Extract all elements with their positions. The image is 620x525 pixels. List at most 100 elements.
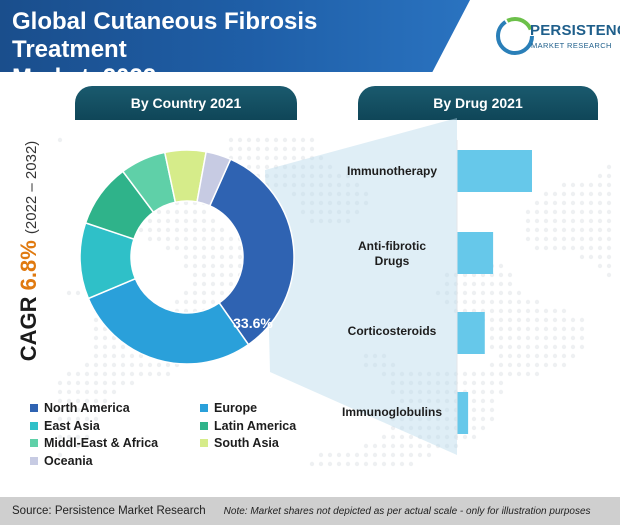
map-dot [75,407,81,413]
map-dot [102,335,108,341]
map-dot [480,416,486,422]
map-dot [471,398,477,404]
map-dot [570,191,576,197]
map-dot [327,164,333,170]
map-dot [390,362,396,368]
map-dot [561,335,567,341]
map-dot [534,308,540,314]
map-dot [543,236,549,242]
map-dot [417,389,423,395]
map-dot [354,191,360,197]
map-dot [156,371,162,377]
map-dot [102,398,108,404]
map-dot [579,191,585,197]
map-dot [471,371,477,377]
map-dot [516,344,522,350]
map-dot [309,218,315,224]
map-dot [183,308,189,314]
map-dot [525,209,531,215]
map-dot [444,272,450,278]
map-dot [336,173,342,179]
map-dot [498,281,504,287]
map-dot [597,254,603,260]
world-map-background [57,137,612,467]
map-dot [408,380,414,386]
map-dot [255,164,261,170]
map-dot [552,236,558,242]
map-dot [561,317,567,323]
map-dot [390,452,396,458]
map-dot [597,182,603,188]
drug-bar-immunotherapy [457,150,532,192]
logo: PERSISTENCE MARKET RESEARCH [493,10,620,64]
map-dot [525,326,531,332]
map-dot [444,434,450,440]
map-dot [525,362,531,368]
map-dot [426,371,432,377]
map-dot [318,461,324,467]
map-dot [561,326,567,332]
map-dot [219,245,225,251]
map-dot [345,200,351,206]
map-dot [516,371,522,377]
map-dot [192,245,198,251]
map-dot [390,371,396,377]
map-dot [435,416,441,422]
map-dot [372,461,378,467]
map-dot [498,326,504,332]
map-dot [138,362,144,368]
map-dot [228,137,234,143]
map-dot [597,263,603,269]
map-dot [57,425,63,431]
map-dot [219,227,225,233]
map-dot [534,317,540,323]
map-dot [291,155,297,161]
map-dot [399,443,405,449]
map-dot [534,209,540,215]
map-dot [201,227,207,233]
map-dot [66,407,72,413]
map-dot [552,200,558,206]
map-dot [543,344,549,350]
map-dot [327,191,333,197]
logo-name: PERSISTENCE [530,22,620,39]
map-dot [588,182,594,188]
map-dot [534,236,540,242]
map-dot [93,389,99,395]
map-dot [606,263,612,269]
map-dot [282,182,288,188]
map-dot [129,353,135,359]
map-dot [309,164,315,170]
map-dot [246,146,252,152]
map-dot [57,407,63,413]
map-dot [327,218,333,224]
map-dot [156,209,162,215]
map-dot [120,371,126,377]
map-dot [156,218,162,224]
map-dot [435,407,441,413]
map-dot [480,290,486,296]
map-dot [111,344,117,350]
map-dot [435,398,441,404]
map-dot [570,236,576,242]
map-dot [345,452,351,458]
map-dot [444,371,450,377]
map-dot [255,137,261,143]
drug-label-anti-fibrotic-drugs: Anti-fibrotic Drugs [358,239,426,268]
map-dot [75,380,81,386]
map-dot [444,281,450,287]
map-dot [120,380,126,386]
map-dot [210,218,216,224]
map-dot [489,308,495,314]
map-dot [579,326,585,332]
map-dot [219,281,225,287]
map-dot [210,281,216,287]
map-dot [597,236,603,242]
donut-slice-north-america [208,158,295,346]
map-dot [84,425,90,431]
map-dot [507,290,513,296]
map-dot [183,263,189,269]
map-dot [309,155,315,161]
map-dot [336,452,342,458]
map-dot [345,461,351,467]
